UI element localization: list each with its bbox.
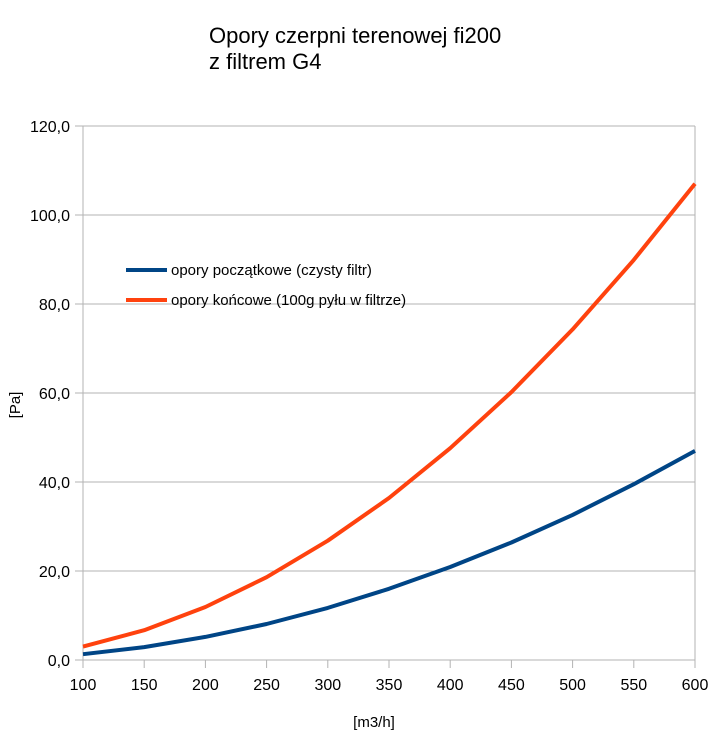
y-tick-labels: 0,0 20,0 40,0 60,0 80,0 100,0 120,0 — [30, 119, 70, 670]
x-tick-label: 400 — [437, 677, 464, 694]
y-tick-label: 20,0 — [39, 564, 70, 581]
x-tick-label: 250 — [253, 677, 280, 694]
y-grid-lines — [75, 125, 695, 661]
series-lines — [82, 182, 697, 657]
x-tick-label: 550 — [620, 677, 647, 694]
legend: opory początkowe (czysty filtr) opory ko… — [126, 262, 406, 309]
x-tick-label: 100 — [70, 677, 97, 694]
x-tick-label: 500 — [559, 677, 586, 694]
x-axis-label: [m3/h] — [353, 714, 395, 731]
x-tick-label: 450 — [498, 677, 525, 694]
chart-title-line-1: Opory czerpni terenowej fi200 — [209, 23, 501, 48]
x-tick-label: 600 — [682, 677, 709, 694]
x-tick-label: 200 — [192, 677, 219, 694]
x-tick-label: 150 — [131, 677, 158, 694]
y-tick-label: 80,0 — [39, 297, 70, 314]
x-tick-labels: 100 150 200 250 300 350 400 450 500 550 600 — [70, 677, 709, 694]
y-tick-label: 40,0 — [39, 475, 70, 492]
y-tick-label: 0,0 — [48, 653, 70, 670]
legend-label-start-resistance: opory początkowe (czysty filtr) — [171, 262, 372, 279]
y-tick-label: 60,0 — [39, 386, 70, 403]
series-line-end-resistance — [82, 182, 697, 649]
x-tick-label: 350 — [376, 677, 403, 694]
y-tick-label: 100,0 — [30, 208, 70, 225]
chart-title-line-2: z filtrem G4 — [209, 49, 321, 74]
series-line-start-resistance — [82, 449, 696, 657]
x-tick-label: 300 — [314, 677, 341, 694]
y-tick-label: 120,0 — [30, 119, 70, 136]
plot-frame — [82, 126, 696, 668]
y-axis-label: [Pa] — [7, 392, 24, 419]
legend-label-end-resistance: opory końcowe (100g pyłu w filtrze) — [171, 292, 406, 309]
